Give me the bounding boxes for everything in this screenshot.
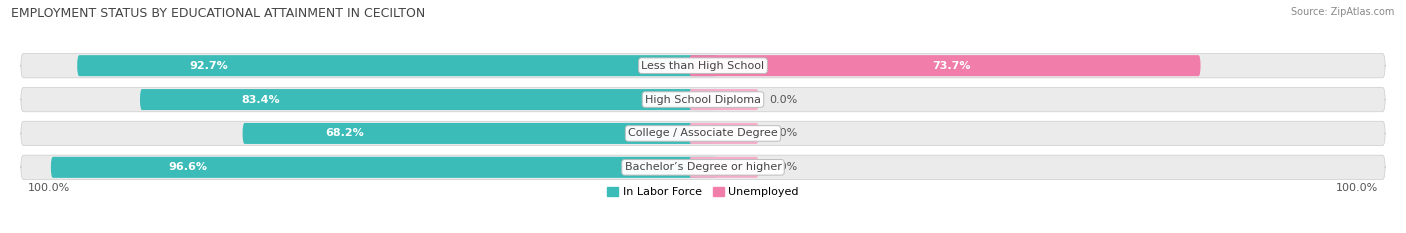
FancyBboxPatch shape [689, 157, 759, 178]
Text: 0.0%: 0.0% [769, 95, 797, 105]
FancyBboxPatch shape [51, 157, 717, 178]
FancyBboxPatch shape [21, 121, 1385, 146]
Text: Bachelor’s Degree or higher: Bachelor’s Degree or higher [624, 162, 782, 172]
Text: Less than High School: Less than High School [641, 61, 765, 71]
FancyBboxPatch shape [21, 155, 1385, 180]
FancyBboxPatch shape [77, 55, 717, 76]
Text: College / Associate Degree: College / Associate Degree [628, 128, 778, 138]
FancyBboxPatch shape [243, 123, 717, 144]
Text: EMPLOYMENT STATUS BY EDUCATIONAL ATTAINMENT IN CECILTON: EMPLOYMENT STATUS BY EDUCATIONAL ATTAINM… [11, 7, 426, 20]
FancyBboxPatch shape [689, 55, 1201, 76]
Text: 92.7%: 92.7% [190, 61, 229, 71]
Text: 96.6%: 96.6% [169, 162, 207, 172]
Text: 68.2%: 68.2% [325, 128, 364, 138]
Text: 100.0%: 100.0% [1336, 183, 1378, 193]
Text: High School Diploma: High School Diploma [645, 95, 761, 105]
FancyBboxPatch shape [689, 123, 759, 144]
Text: 0.0%: 0.0% [769, 162, 797, 172]
FancyBboxPatch shape [141, 89, 717, 110]
FancyBboxPatch shape [21, 53, 1385, 78]
FancyBboxPatch shape [689, 89, 759, 110]
Text: 100.0%: 100.0% [28, 183, 70, 193]
Text: 83.4%: 83.4% [242, 95, 280, 105]
Text: 0.0%: 0.0% [769, 128, 797, 138]
Legend: In Labor Force, Unemployed: In Labor Force, Unemployed [607, 187, 799, 197]
Text: 73.7%: 73.7% [932, 61, 972, 71]
Text: Source: ZipAtlas.com: Source: ZipAtlas.com [1291, 7, 1395, 17]
FancyBboxPatch shape [21, 87, 1385, 112]
